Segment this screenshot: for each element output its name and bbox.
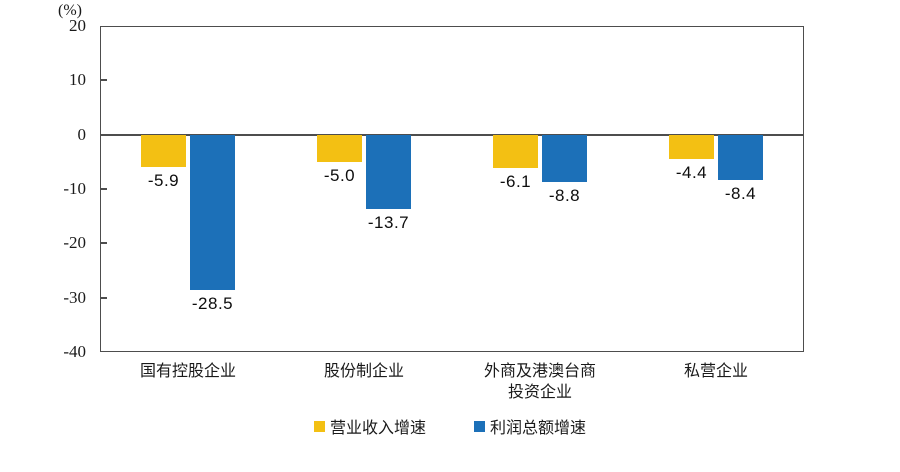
revenue-growth-bar (669, 134, 714, 159)
bar-value-label: -8.4 (724, 184, 757, 204)
legend: 营业收入增速 利润总额增速 (0, 414, 900, 438)
revenue-growth-bar (141, 134, 186, 167)
profit-growth-legend-swatch (474, 420, 485, 432)
zero-baseline (100, 133, 804, 136)
bar-value-label: -6.1 (499, 171, 532, 191)
profit-growth-bar (366, 134, 411, 210)
y-tick-label: -40 (63, 342, 86, 361)
revenue-growth-bar (317, 134, 362, 162)
y-axis-unit-label: (%) (58, 2, 82, 19)
legend-label: 利润总额增速 (490, 420, 587, 437)
y-tick-label: 20 (69, 16, 86, 35)
profit-growth-bar (190, 134, 235, 290)
bar-value-label: -8.8 (548, 186, 581, 206)
profit-growth-bar (542, 134, 587, 183)
y-tick-mark (100, 296, 107, 299)
bar-value-label: -28.5 (191, 293, 234, 313)
category-label: 股份制企业 (323, 363, 404, 380)
revenue-growth-bar (493, 134, 538, 168)
y-tick-mark (100, 79, 107, 82)
category-label: 私营企业 (683, 363, 748, 380)
y-tick-label: -20 (63, 233, 86, 253)
y-tick-label: -30 (63, 287, 86, 307)
legend-item-profit-growth: 利润总额增速 (474, 414, 586, 438)
legend-item-revenue-growth: 营业收入增速 (313, 414, 426, 438)
revenue-growth-legend-swatch (313, 420, 325, 432)
y-tick-mark (100, 188, 107, 190)
bar-value-label: -13.7 (367, 213, 410, 233)
category-label: 国有控股企业 (139, 363, 236, 380)
profit-growth-bar (718, 134, 763, 181)
y-tick-mark (100, 242, 107, 245)
bar-value-label: -5.9 (147, 170, 180, 190)
category-label: 外商及港澳台商 投资企业 (483, 363, 596, 401)
y-tick-label: 0 (77, 124, 87, 144)
y-tick-label: -10 (63, 179, 86, 198)
legend-label: 营业收入增速 (329, 420, 426, 437)
bar-value-label: -4.4 (675, 162, 708, 182)
y-tick-label: 10 (69, 70, 86, 90)
bar-value-label: -5.0 (323, 165, 356, 185)
